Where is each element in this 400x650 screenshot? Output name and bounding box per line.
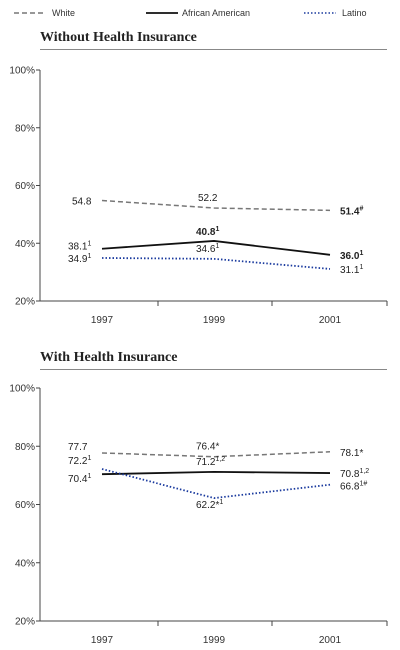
data-label-value: 76.4* xyxy=(196,442,219,453)
data-label-value: 31.1 xyxy=(340,265,360,276)
data-label-value: 70.8 xyxy=(340,469,360,480)
data-label-value: 40.8 xyxy=(196,227,216,238)
y-tick-label: 80% xyxy=(15,442,35,453)
data-label-footnote: 1 xyxy=(215,243,219,250)
data-label-footnote: 1,2 xyxy=(215,456,225,463)
x-tick-label: 1997 xyxy=(91,315,114,326)
x-tick-label: 2001 xyxy=(319,635,342,646)
y-tick-label: 20% xyxy=(15,297,35,308)
data-label-footnote: 1 xyxy=(87,241,91,248)
data-label-footnote: 1 xyxy=(215,226,219,233)
data-label-footnote: # xyxy=(359,205,363,212)
y-tick-label: 100% xyxy=(9,384,35,395)
y-tick-label: 20% xyxy=(15,617,35,628)
data-label: 52.2 xyxy=(198,193,218,204)
data-label-value: 52.2 xyxy=(198,193,218,204)
data-label-value: 38.1 xyxy=(68,242,88,253)
data-label: 34.61 xyxy=(196,243,219,255)
data-label-value: 78.1* xyxy=(340,448,363,459)
legend-item-1: African American xyxy=(146,8,250,18)
data-label-footnote: 1 xyxy=(87,455,91,462)
data-label-footnote: 1 xyxy=(359,264,363,271)
data-label-footnote: 1 xyxy=(359,250,363,257)
data-label-value: 72.2 xyxy=(68,456,88,467)
series-line-african-american xyxy=(101,240,331,256)
legend-item-2: Latino xyxy=(304,8,367,18)
data-label: 72.21 xyxy=(68,455,91,467)
data-label: 77.7 xyxy=(68,442,88,453)
chart-legend: White African American Latino xyxy=(14,8,367,18)
series-line-white xyxy=(101,199,331,212)
data-label: 70.81,2 xyxy=(340,468,369,480)
data-label-value: 66.8 xyxy=(340,482,360,493)
y-tick-label: 60% xyxy=(15,500,35,511)
data-label: 71.21,2 xyxy=(196,456,225,468)
data-label-footnote: 1 xyxy=(219,499,223,506)
chart-with-insurance: 20% 40% 60% 80% 100% 1997 1999 2001 77.7 76.4* 78.… xyxy=(9,384,388,646)
data-label: 36.01 xyxy=(340,250,363,262)
data-label-footnote: 1,2 xyxy=(359,468,369,475)
panel-title-with: With Health Insurance xyxy=(40,350,178,365)
data-label: 38.11 xyxy=(68,241,91,253)
data-label: 62.2*1 xyxy=(196,499,223,511)
data-label: 40.81 xyxy=(196,226,219,238)
data-label: 51.4# xyxy=(340,205,363,217)
data-label-footnote: 1# xyxy=(359,481,367,488)
x-tick-label: 1999 xyxy=(203,635,226,646)
data-label: 66.81# xyxy=(340,481,367,493)
data-label-value: 34.6 xyxy=(196,244,216,255)
y-tick-label: 80% xyxy=(15,123,35,134)
y-tick-label: 40% xyxy=(15,558,35,569)
data-label-value: 34.9 xyxy=(68,254,88,265)
data-label: 34.91 xyxy=(68,253,91,265)
data-label: 31.11 xyxy=(340,264,363,276)
series-line-latino xyxy=(101,257,331,270)
series-line-white xyxy=(101,451,331,458)
data-label: 78.1* xyxy=(340,448,363,459)
data-label-value: 70.4 xyxy=(68,474,88,485)
chart-without-insurance: 20% 40% 60% 80% 100% 1997 1999 2001 54.8 52.2 51.4… xyxy=(9,66,388,326)
data-label-footnote: 1 xyxy=(87,473,91,480)
y-tick-label: 100% xyxy=(9,66,35,77)
x-tick-label: 1999 xyxy=(203,315,226,326)
legend-label: Latino xyxy=(342,8,367,18)
data-label-value: 54.8 xyxy=(72,197,92,208)
data-label: 70.41 xyxy=(68,473,91,485)
title-rule xyxy=(40,49,387,50)
x-tick-label: 1997 xyxy=(91,635,114,646)
y-tick-label: 40% xyxy=(15,239,35,250)
data-label-value: 51.4 xyxy=(340,206,360,217)
legend-label: African American xyxy=(182,8,250,18)
data-label-value: 77.7 xyxy=(68,442,88,453)
series-line-african-american xyxy=(101,470,331,476)
legend-item-0: White xyxy=(14,8,75,18)
title-rule xyxy=(40,369,387,370)
legend-label: White xyxy=(52,8,75,18)
series-line-latino xyxy=(101,468,331,500)
data-label-value: 71.2 xyxy=(196,457,216,468)
y-tick-label: 60% xyxy=(15,181,35,192)
panel-title-without: Without Health Insurance xyxy=(40,30,197,45)
data-label-footnote: 1 xyxy=(87,253,91,260)
data-label-value: 36.0 xyxy=(340,251,360,262)
data-label-value: 62.2* xyxy=(196,500,219,511)
data-label: 54.8 xyxy=(72,197,92,208)
data-label: 76.4* xyxy=(196,442,219,453)
x-tick-label: 2001 xyxy=(319,315,342,326)
